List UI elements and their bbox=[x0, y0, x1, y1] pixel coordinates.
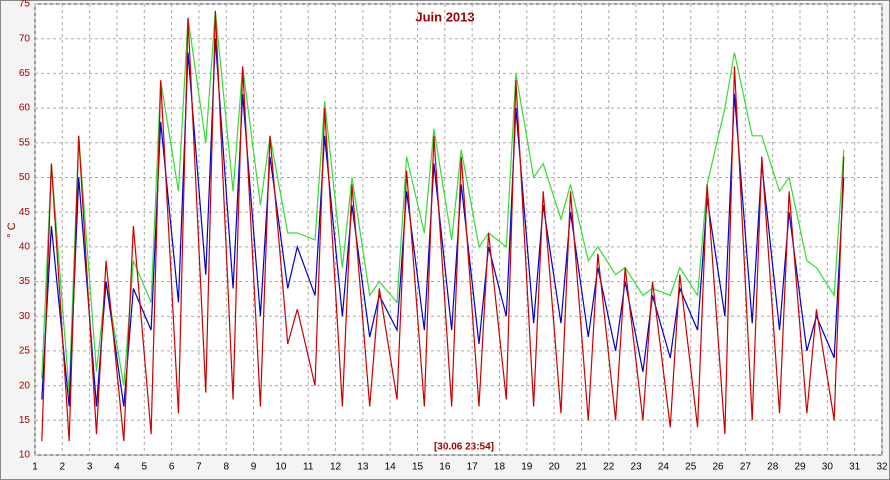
x-tick-label: 10 bbox=[275, 462, 287, 473]
x-tick-label: 32 bbox=[876, 462, 888, 473]
x-tick-label: 15 bbox=[412, 462, 424, 473]
x-tick-label: 1 bbox=[32, 462, 38, 473]
x-tick-label: 11 bbox=[303, 462, 314, 473]
y-tick-label: 35 bbox=[19, 276, 31, 287]
x-tick-label: 18 bbox=[494, 462, 506, 473]
x-tick-label: 31 bbox=[849, 462, 861, 473]
x-tick-label: 3 bbox=[87, 462, 93, 473]
x-tick-label: 24 bbox=[658, 462, 670, 473]
x-tick-label: 5 bbox=[142, 462, 148, 473]
y-tick-label: 70 bbox=[19, 33, 31, 44]
y-tick-label: 25 bbox=[19, 346, 31, 357]
x-tick-label: 13 bbox=[357, 462, 369, 473]
x-tick-label: 8 bbox=[223, 462, 229, 473]
x-tick-label: 27 bbox=[740, 462, 752, 473]
x-tick-label: 16 bbox=[439, 462, 451, 473]
y-axis-label: ° C bbox=[6, 222, 18, 237]
x-tick-label: 12 bbox=[330, 462, 342, 473]
y-tick-label: 20 bbox=[19, 380, 31, 391]
y-tick-label: 65 bbox=[19, 68, 31, 79]
y-tick-label: 50 bbox=[19, 172, 31, 183]
y-tick-label: 45 bbox=[19, 207, 31, 218]
x-tick-label: 20 bbox=[549, 462, 561, 473]
x-tick-label: 30 bbox=[822, 462, 834, 473]
y-tick-label: 30 bbox=[19, 311, 31, 322]
y-tick-label: 40 bbox=[19, 241, 31, 252]
x-tick-label: 22 bbox=[603, 462, 615, 473]
x-tick-label: 19 bbox=[521, 462, 533, 473]
x-tick-label: 21 bbox=[576, 462, 588, 473]
y-tick-label: 10 bbox=[19, 450, 31, 461]
x-tick-label: 17 bbox=[467, 462, 479, 473]
x-tick-label: 14 bbox=[385, 462, 397, 473]
x-tick-label: 7 bbox=[196, 462, 202, 473]
x-tick-label: 4 bbox=[114, 462, 120, 473]
x-tick-label: 25 bbox=[685, 462, 697, 473]
x-tick-label: 9 bbox=[251, 462, 257, 473]
y-tick-label: 55 bbox=[19, 137, 31, 148]
x-tick-label: 2 bbox=[60, 462, 66, 473]
annotation: [30.06 23:54] bbox=[434, 442, 494, 453]
x-tick-label: 29 bbox=[794, 462, 806, 473]
x-tick-label: 23 bbox=[631, 462, 643, 473]
series-line bbox=[41, 10, 845, 442]
x-tick-label: 6 bbox=[169, 462, 175, 473]
x-tick-label: 26 bbox=[713, 462, 725, 473]
y-tick-label: 15 bbox=[19, 415, 31, 426]
y-tick-label: 75 bbox=[19, 0, 31, 10]
series-line bbox=[41, 10, 845, 393]
x-tick-label: 28 bbox=[767, 462, 779, 473]
y-tick-label: 60 bbox=[19, 103, 31, 114]
